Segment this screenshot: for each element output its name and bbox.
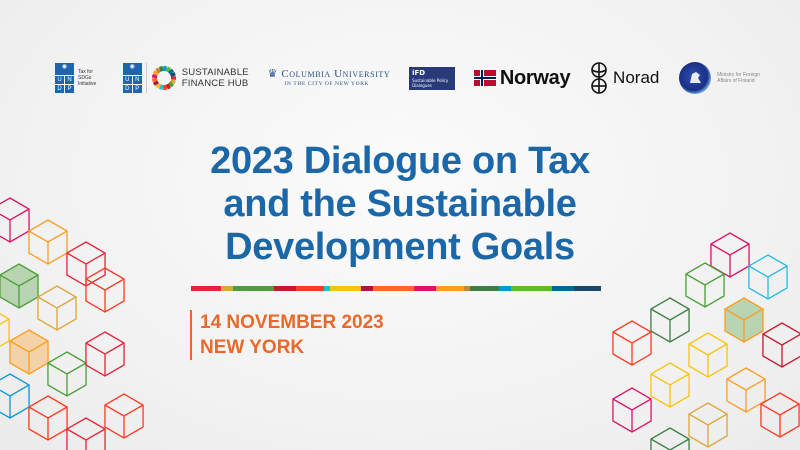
globe-icon bbox=[591, 62, 607, 94]
cube-outline bbox=[37, 285, 77, 331]
cube-outline bbox=[688, 332, 728, 378]
sdg-bar-segment bbox=[360, 286, 373, 291]
sdg-wheel-segment bbox=[167, 68, 174, 75]
sdg-wheel-segment bbox=[169, 78, 176, 84]
sfh-caption: SUSTAINABLE FINANCE HUB bbox=[181, 67, 249, 89]
sdg-wheel-segment bbox=[165, 66, 171, 73]
sdg-bar-segment bbox=[498, 286, 511, 291]
event-location: NEW YORK bbox=[200, 337, 305, 358]
cube-outline bbox=[724, 297, 764, 343]
sdg-bar-segment bbox=[232, 286, 275, 291]
sdg-wheel-segment bbox=[158, 65, 164, 72]
cube-outline bbox=[85, 331, 125, 377]
undp-tax-caption: Tax for SDGs Initiative bbox=[78, 69, 97, 87]
cube-outline bbox=[0, 263, 39, 309]
cube-outline bbox=[612, 387, 652, 433]
columbia-subtitle: IN THE CITY OF NEW YORK bbox=[284, 81, 370, 87]
undp-sfh-logo: ◉ U N D P SUSTAINABLE FINANCE HUB bbox=[122, 63, 249, 93]
cube-outline bbox=[28, 395, 68, 441]
cube-outline bbox=[650, 362, 690, 408]
cube-outline bbox=[0, 373, 30, 419]
norway-name: Norway bbox=[499, 67, 571, 89]
norway-logo: Norway bbox=[473, 67, 571, 89]
cube-outline bbox=[685, 262, 725, 308]
cube-outline bbox=[28, 219, 68, 265]
sdg-bar-segment bbox=[296, 286, 325, 291]
cube-outline bbox=[0, 313, 10, 347]
sdg-bar-segment bbox=[372, 286, 415, 291]
logo-divider bbox=[145, 63, 147, 93]
finland-caption: Ministry for Foreign Affairs of Finland bbox=[717, 72, 760, 84]
cube-outline bbox=[47, 351, 87, 397]
ifd-name: iFD bbox=[412, 68, 426, 77]
sdg-bar-segment bbox=[552, 286, 575, 291]
undp-emblem: ◉ U N D P bbox=[122, 63, 142, 93]
sdg-wheel-segment bbox=[151, 74, 158, 79]
cube-outline bbox=[9, 329, 49, 375]
sdg-wheel-segment bbox=[155, 67, 161, 74]
sdg-bar-segment bbox=[463, 286, 470, 291]
undp-tax-logo: ◉ U N D P Tax for SDGs Initiative bbox=[55, 63, 104, 93]
sdg-bar-segment bbox=[414, 286, 437, 291]
sdg-bar-segment bbox=[329, 286, 361, 291]
sdg-color-bar bbox=[191, 286, 601, 291]
cube-outline bbox=[612, 320, 652, 366]
cube-outline bbox=[66, 417, 106, 450]
cube-outline bbox=[748, 254, 788, 300]
partner-logos: ◉ U N D P Tax for SDGs Initiative ◉ U N D P SUST… bbox=[55, 58, 760, 98]
sdg-bar-segment bbox=[469, 286, 499, 291]
cube-outline bbox=[650, 427, 690, 450]
columbia-logo: ♛ Columbia University IN THE CITY OF NEW… bbox=[268, 68, 391, 88]
cube-outline bbox=[104, 393, 144, 439]
event-details: 14 NOVEMBER 2023 NEW YORK bbox=[190, 310, 384, 360]
undp-emblem: ◉ U N D P bbox=[55, 63, 74, 93]
finland-ministry-logo: Ministry for Foreign Affairs of Finland bbox=[678, 61, 760, 95]
sdg-wheel-segment bbox=[165, 83, 171, 90]
crown-icon: ♛ bbox=[267, 68, 282, 80]
finland-lion-emblem-icon bbox=[679, 62, 712, 94]
sdg-bar-segment bbox=[324, 286, 330, 291]
ifd-logo: iFD Sustainable Policy Dialogues bbox=[409, 66, 456, 90]
cube-outline bbox=[710, 232, 750, 278]
left-cube-pattern bbox=[0, 197, 144, 450]
sdg-bar-segment bbox=[191, 286, 221, 291]
sdg-bar-segment bbox=[436, 286, 464, 291]
cube-outline bbox=[760, 392, 800, 438]
sdg-wheel-segment bbox=[152, 80, 159, 86]
sdg-wheel-icon bbox=[151, 65, 176, 91]
columbia-name: Columbia University bbox=[281, 68, 391, 80]
cube-outline bbox=[762, 322, 800, 368]
norad-name: Norad bbox=[613, 68, 660, 87]
sdg-wheel-segment bbox=[158, 84, 164, 91]
norad-logo: Norad bbox=[589, 62, 659, 94]
sdg-wheel-segment bbox=[155, 82, 161, 89]
cube-outline bbox=[650, 297, 690, 343]
norway-flag-icon bbox=[473, 70, 496, 86]
cube-outline bbox=[688, 402, 728, 448]
sdg-bar-segment bbox=[274, 286, 297, 291]
event-date: 14 NOVEMBER 2023 bbox=[200, 312, 384, 333]
right-cube-pattern bbox=[612, 232, 800, 450]
sdg-bar-segment bbox=[220, 286, 233, 291]
page-title: 2023 Dialogue on Tax and the Sustainable… bbox=[210, 140, 590, 268]
sdg-bar-segment bbox=[574, 286, 601, 291]
sdg-wheel-segment bbox=[152, 70, 159, 76]
sdg-wheel-segment bbox=[169, 72, 176, 78]
cube-outline bbox=[85, 267, 125, 313]
cube-outline bbox=[726, 367, 766, 413]
sdg-wheel-segment bbox=[167, 81, 174, 88]
sdg-bar-segment bbox=[510, 286, 553, 291]
ifd-caption: Sustainable Policy Dialogues bbox=[412, 77, 449, 88]
cube-outline bbox=[0, 197, 30, 243]
sdg-wheel-segment bbox=[151, 77, 158, 82]
